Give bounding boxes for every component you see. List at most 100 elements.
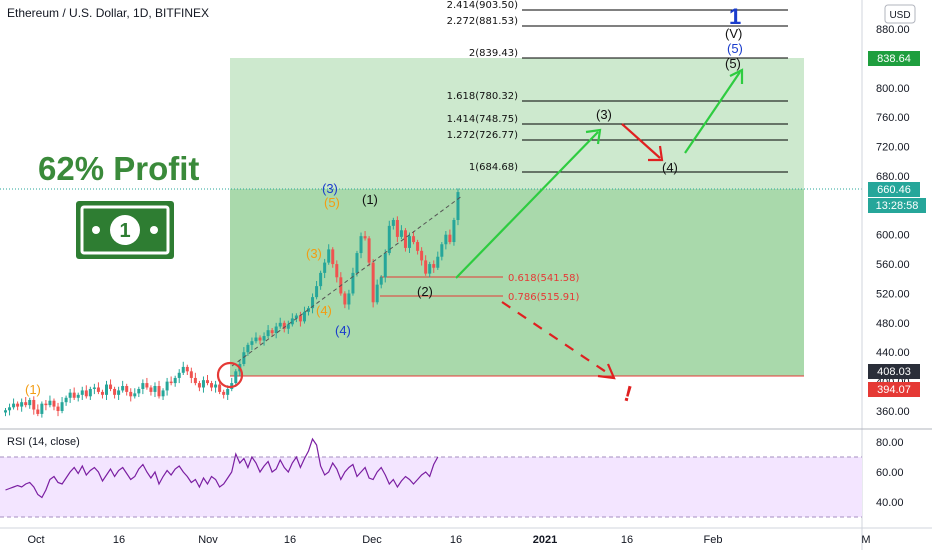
time-tick-label: 2021 <box>533 534 557 546</box>
candle-body <box>100 391 104 395</box>
candle-body <box>48 400 52 406</box>
svg-text:1: 1 <box>119 220 130 242</box>
candle-body <box>246 344 250 353</box>
price-tick-label: 520.00 <box>876 288 910 300</box>
current-price-tag: 660.46 <box>877 184 911 196</box>
candle-body <box>105 384 108 395</box>
candle-body <box>254 337 258 342</box>
price-tick-label: 480.00 <box>876 318 910 330</box>
entry-price-tag-bg <box>868 364 920 379</box>
candle-body <box>189 371 193 378</box>
wave-label-black-2: (2) <box>417 284 433 299</box>
candle-body <box>28 399 32 406</box>
candle-body <box>121 386 125 391</box>
stop-price-tag-bg <box>868 382 920 397</box>
candle-body <box>351 272 355 294</box>
candle-body <box>379 277 383 285</box>
projection-arrow-up-2 <box>684 68 744 154</box>
time-tick-label: Nov <box>198 534 218 546</box>
candle-body <box>173 377 177 384</box>
candle-body <box>52 400 56 407</box>
time-tick-label: Dec <box>362 534 382 546</box>
candle-body <box>432 264 436 268</box>
candle-body <box>286 324 290 329</box>
price-tick-label: 360.00 <box>876 406 910 418</box>
time-tick-label: M <box>861 534 870 546</box>
fib-label-2414: 2.414(903.50) <box>447 0 519 11</box>
candle-body <box>282 322 286 329</box>
price-tick-label: 880.00 <box>876 24 910 36</box>
candle-body <box>363 236 367 239</box>
candle-body <box>315 286 319 298</box>
countdown-tag: 13:28:58 <box>876 200 919 212</box>
candle-body <box>424 260 428 274</box>
candle-body <box>96 387 100 392</box>
rsi-tick-label: 60.00 <box>876 467 904 479</box>
stop-price-tag: 394.07 <box>877 384 911 396</box>
candle-body <box>129 391 133 397</box>
target-price-tag-bg <box>868 51 920 66</box>
fib-label-1618: 1.618(780.32) <box>447 91 519 102</box>
time-tick-label: 16 <box>284 534 296 546</box>
candle-body <box>157 386 161 397</box>
candle-body <box>452 220 456 243</box>
rsi-line <box>5 437 439 499</box>
candle-body <box>214 384 218 388</box>
candle-body <box>113 388 117 395</box>
candle-body <box>68 392 72 398</box>
candle-body <box>16 403 20 407</box>
candle-body <box>218 384 222 392</box>
wave-label-blue-3: (3) <box>322 181 338 196</box>
projection-arrow-up-1 <box>455 128 602 279</box>
candle-body <box>456 192 460 220</box>
fib-label-2272: 2.272(881.53) <box>447 16 519 27</box>
rsi-tick-label: 40.00 <box>876 497 904 509</box>
candle-body <box>416 242 420 251</box>
exclamation-mark: ! <box>621 381 635 407</box>
candle-body <box>76 394 80 398</box>
candlestick-series <box>4 188 460 418</box>
candle-body <box>375 284 379 303</box>
candle-body <box>24 402 28 406</box>
candle-body <box>367 238 371 263</box>
candle-body <box>64 397 68 403</box>
candle-body <box>153 386 157 392</box>
candle-body <box>323 262 327 273</box>
current-price-tag-bg <box>868 182 920 197</box>
candle-body <box>420 250 424 261</box>
candle-body <box>193 377 197 384</box>
wave-label-black-V: (V) <box>725 26 742 41</box>
candle-body <box>40 403 44 414</box>
fib-label-1: 1(684.68) <box>469 162 518 173</box>
bearish-arrow-head <box>597 363 616 380</box>
candle-body <box>117 390 121 395</box>
price-axis: 880.00840.00800.00760.00720.00680.00640.… <box>876 24 910 418</box>
candle-body <box>210 383 214 388</box>
fib-extension-lines <box>522 9 788 173</box>
candle-body <box>408 236 411 248</box>
fib-retrace-label-786: 0.786(515.91) <box>508 292 580 303</box>
target-price-tag: 838.64 <box>877 53 911 65</box>
rsi-tick-label: 80.00 <box>876 437 904 449</box>
candle-body <box>399 230 403 237</box>
candle-body <box>270 330 274 334</box>
wave-label-blue-5: (5) <box>727 41 743 56</box>
candle-body <box>347 293 351 305</box>
candle-body <box>4 410 7 413</box>
wave-label-orange-1: (1) <box>25 382 41 397</box>
candle-body <box>444 234 448 245</box>
profit-headline: 62% Profit <box>38 150 199 187</box>
currency-button[interactable] <box>884 4 916 24</box>
candle-body <box>145 383 149 388</box>
price-tick-label: 440.00 <box>876 347 910 359</box>
candle-body <box>36 409 40 414</box>
candle-body <box>327 249 331 263</box>
candle-body <box>355 253 359 273</box>
candle-body <box>60 402 64 411</box>
fib-label-1272: 1.272(726.77) <box>447 130 519 141</box>
candle-body <box>149 387 153 392</box>
price-tick-label: 560.00 <box>876 259 910 271</box>
time-tick-label: 16 <box>113 534 125 546</box>
candle-body <box>165 381 169 391</box>
